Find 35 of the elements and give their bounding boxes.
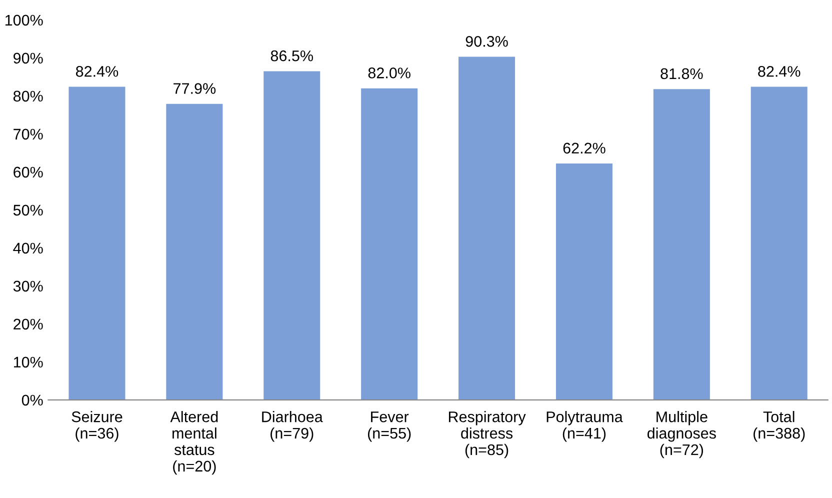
- bar: [361, 88, 418, 400]
- y-tick-label: 70%: [14, 128, 43, 140]
- y-tick-label: 90%: [14, 52, 43, 64]
- data-label: 82.0%: [368, 68, 410, 78]
- data-label: 62.2%: [563, 142, 606, 154]
- x-tick-label: Diarhoea (n=79): [262, 411, 323, 442]
- x-tick-label: Multiple diagnoses (n=72): [647, 411, 716, 458]
- y-tick-label: 50%: [13, 204, 43, 216]
- bar: [68, 86, 126, 400]
- y-tick-label: 40%: [13, 242, 43, 254]
- x-tick-label: Polytrauma (n=41): [546, 411, 623, 442]
- bar: [166, 104, 223, 400]
- bar: [556, 164, 612, 400]
- data-label: 90.3%: [466, 36, 508, 47]
- data-label: 77.9%: [174, 83, 216, 94]
- y-tick-label: 80%: [13, 90, 43, 102]
- data-label: 82.4%: [758, 66, 800, 77]
- bar: [458, 56, 516, 400]
- bar: [264, 71, 320, 400]
- y-tick-label: 20%: [14, 318, 43, 330]
- x-tick-label: Fever (n=55): [368, 412, 411, 442]
- x-tick-label: Seizure (n=36): [72, 411, 122, 442]
- y-tick-label: 0%: [22, 394, 43, 406]
- x-tick-label: Altered mental status (n=20): [170, 411, 218, 475]
- y-tick-label: 60%: [14, 166, 43, 178]
- y-tick-label: 10%: [14, 356, 43, 368]
- x-tick-label: Total (n=388): [754, 411, 805, 442]
- data-label: 82.4%: [76, 66, 118, 77]
- data-label: 86.5%: [270, 50, 313, 62]
- bar: [653, 89, 710, 400]
- data-label: 81.8%: [660, 68, 703, 80]
- bar: [750, 86, 808, 400]
- y-tick-label: 30%: [13, 280, 43, 292]
- y-tick-label: 100%: [5, 14, 43, 26]
- x-tick-label: Respiratory distress (n=85): [448, 411, 526, 458]
